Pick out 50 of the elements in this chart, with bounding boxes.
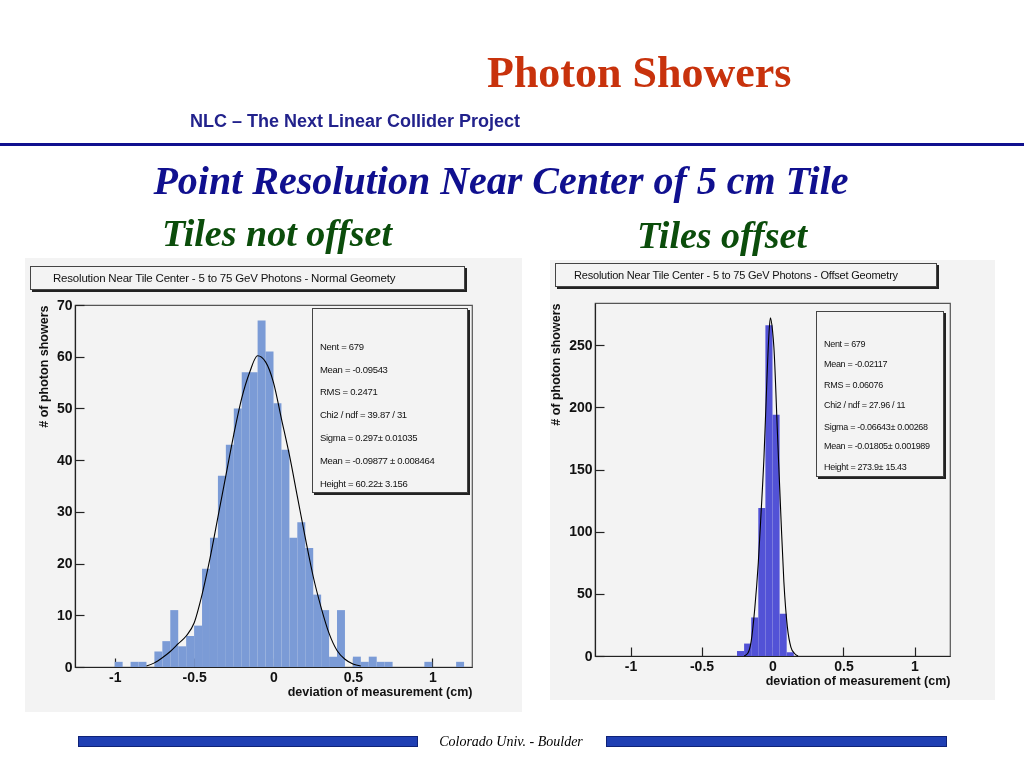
title-box: Resolution Near Tile Center - 5 to 75 GeV Photons - Normal Geomety: [30, 266, 465, 290]
annotation: Nent = 679: [824, 339, 866, 349]
y-tick-label: 200: [569, 398, 593, 415]
x-tick-label: 1: [911, 657, 920, 674]
chart-title: Tiles not offset: [160, 211, 394, 255]
text: Colorado Univ. - Boulder: [438, 734, 584, 750]
x-tick-label: 0.5: [834, 657, 854, 674]
x-tick-label: -0.5: [689, 657, 715, 674]
y-tick-label: 70: [56, 296, 73, 313]
x-tick-label: 0: [270, 668, 279, 685]
y-axis-title: # of photon showers: [549, 303, 564, 426]
text: Photon Showers: [487, 47, 792, 98]
y-tick-label: 250: [569, 336, 593, 353]
y-tick-label: 20: [56, 555, 73, 572]
x-tick-label: 1: [428, 668, 437, 685]
annotation: Height = 273.9± 15.43: [824, 462, 907, 472]
x-tick-label: -1: [624, 657, 638, 674]
x-tick-label: 0: [769, 657, 778, 674]
annotation: RMS = 0.2471: [320, 386, 378, 397]
text: NLC – The Next Linear Collider Project: [190, 111, 521, 132]
x-tick-label: -0.5: [182, 668, 207, 685]
y-axis-title: # of photon showers: [36, 305, 51, 428]
chart-title: Tiles offset: [636, 213, 809, 257]
title-box: Resolution Near Tile Center - 5 to 75 GeV Photons - Offset Geometry: [555, 263, 937, 287]
text: Point Resolution Near Center of 5 cm Tile: [152, 157, 850, 204]
chart-subtitle: Resolution Near Tile Center - 5 to 75 GeV Photons - Offset Geometry: [574, 269, 898, 281]
annotation: Nent = 679: [320, 341, 364, 352]
y-tick-label: 40: [56, 451, 73, 468]
annotation: Mean = -0.02117: [824, 359, 888, 369]
y-tick-label: 60: [56, 348, 73, 365]
annotation: Chi2 / ndf = 39.87 / 31: [320, 409, 407, 420]
annotation: Mean = -0.09877 ± 0.008464: [320, 455, 435, 466]
y-tick-label: 50: [56, 399, 73, 416]
y-tick-label: 150: [569, 461, 593, 478]
annotation: Mean = -0.01805± 0.001989: [824, 441, 930, 451]
annotation: Mean = -0.09543: [320, 364, 388, 375]
x-tick-label: 0.5: [343, 668, 364, 685]
x-axis-title: deviation of measurement (cm): [287, 684, 473, 699]
y-tick-label: 100: [569, 523, 593, 540]
annotation: Sigma = 0.297± 0.01035: [320, 432, 418, 443]
y-tick-label: 30: [56, 503, 73, 520]
annotation: Chi2 / ndf = 27.96 / 11: [824, 400, 906, 410]
y-tick-label: 50: [576, 585, 593, 602]
annotation: RMS = 0.06076: [824, 380, 883, 390]
y-tick-label: 10: [56, 606, 73, 623]
chart-subtitle: Resolution Near Tile Center - 5 to 75 GeV Photons - Normal Geomety: [53, 272, 396, 284]
x-axis-title: deviation of measurement (cm): [765, 673, 951, 688]
annotation: Sigma = -0.06643± 0.00268: [824, 422, 928, 432]
annotation: Height = 60.22± 3.156: [320, 478, 408, 489]
x-tick-label: -1: [108, 668, 122, 685]
